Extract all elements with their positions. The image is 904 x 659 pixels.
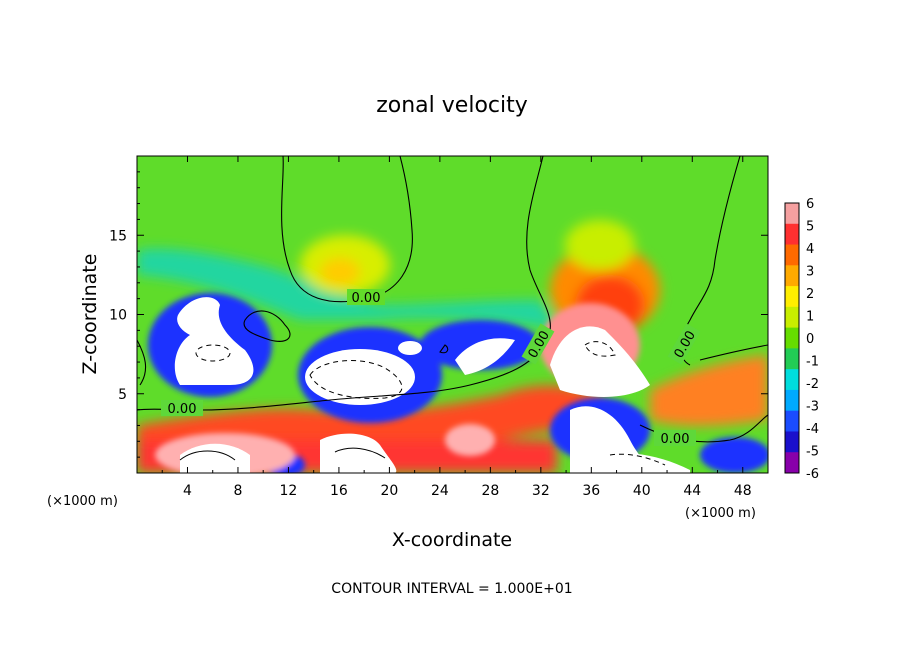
chart-title: zonal velocity [376,93,528,118]
colorbar-swatch [785,223,799,246]
colorbar-swatch [785,286,799,308]
x-tick-label: 32 [532,483,550,499]
x-tick-label: 24 [431,483,449,499]
colorbar-tick-label: -4 [806,422,819,437]
y-tick-label: 5 [118,387,127,403]
x-tick-label: 40 [633,483,651,499]
contour-lines-solid-inner [179,447,386,461]
svg-text:0.00: 0.00 [168,402,197,417]
x-tick-label: 8 [233,483,242,499]
x-unit-label-right: (×1000 m) [685,506,756,521]
colorbar-swatch [785,410,799,432]
colorbar-swatch [785,327,799,349]
colorbar-tick-label: -1 [806,355,819,370]
colorbar-tick-label: 2 [806,287,814,302]
contour-label: 0.00 [654,430,696,447]
colorbar: 6 5 4 3 2 1 0 -1 -2 -3 -4 -5 -6 [784,197,819,482]
x-tick-label: 20 [380,483,398,499]
x-tick-label: 4 [183,483,192,499]
x-unit-label-left: (×1000 m) [47,494,118,509]
colorbar-tick-label: 5 [806,220,814,235]
contour-lines-dashed [195,341,666,466]
x-tick-label: 28 [481,483,499,499]
heatmap-field [137,156,768,473]
x-tick-label: 44 [683,483,701,499]
colorbar-swatch [785,431,799,453]
y-axis-title: Z-coordinate [79,254,101,375]
x-axis-title: X-coordinate [392,529,512,551]
svg-text:0.00: 0.00 [352,291,381,306]
colorbar-tick-label: 1 [806,310,814,325]
colorbar-swatch [785,348,799,370]
colorbar-swatch [785,244,799,266]
x-axis: 4 8 12 16 20 24 28 32 36 40 44 48 [161,156,752,499]
colorbar-swatch [785,265,799,287]
colorbar-tick-label: -2 [806,377,819,392]
colorbar-swatch [785,306,799,329]
x-tick-label: 36 [582,483,600,499]
colorbar-tick-label: -6 [806,467,819,482]
x-tick-label: 16 [330,483,348,499]
colorbar-tick-label: 6 [806,197,814,212]
colorbar-tick-label: 3 [806,265,814,280]
colorbar-swatch [785,369,799,391]
x-tick-label: 48 [734,483,752,499]
contour-label: 0.00 [347,289,385,306]
colorbar-tick-label: -3 [806,400,819,415]
colorbar-frame [784,202,800,474]
x-tick-label: 12 [280,483,298,499]
y-axis: 5 10 15 [109,171,768,458]
y-tick-label: 15 [109,228,127,244]
colorbar-tick-label: -5 [806,445,819,460]
y-tick-label: 10 [109,308,127,324]
svg-text:0.00: 0.00 [661,432,690,447]
contour-interval-note: CONTOUR INTERVAL = 1.000E+01 [331,581,572,597]
contour-label: 0.00 [161,400,203,417]
colorbar-swatch [785,389,799,412]
colorbar-swatch [785,203,799,225]
colorbar-tick-label: 4 [806,242,814,257]
colorbar-swatch [785,452,799,474]
colorbar-tick-label: 0 [806,332,814,347]
